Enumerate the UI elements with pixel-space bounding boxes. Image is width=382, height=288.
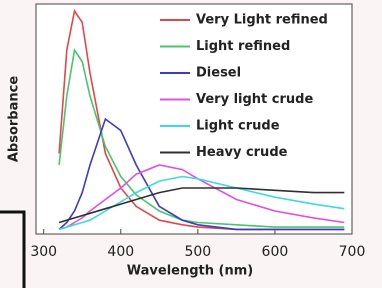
x-tick-label: 500 xyxy=(184,244,211,260)
x-axis-label: Wavelength (nm) xyxy=(127,264,253,279)
x-tick-label: 700 xyxy=(339,244,366,260)
legend-label: Light refined xyxy=(196,39,290,54)
x-tick-label: 600 xyxy=(262,244,289,260)
legend-label: Light crude xyxy=(196,119,280,134)
legend-label: Diesel xyxy=(196,66,241,81)
x-tick-label: 300 xyxy=(30,244,57,260)
y-axis-label: Absorbance xyxy=(7,76,22,162)
legend-label: Heavy crude xyxy=(196,145,288,160)
legend-label: Very Light refined xyxy=(196,13,328,28)
x-tick-label: 400 xyxy=(107,244,134,260)
legend-label: Very light crude xyxy=(196,92,313,107)
chart: Wavelength (nm) Absorbance 300 400 500 600 7… xyxy=(0,0,382,288)
plot-area xyxy=(36,4,352,234)
page: {"chart_data": {"type": "line", "x_label… xyxy=(0,0,382,288)
